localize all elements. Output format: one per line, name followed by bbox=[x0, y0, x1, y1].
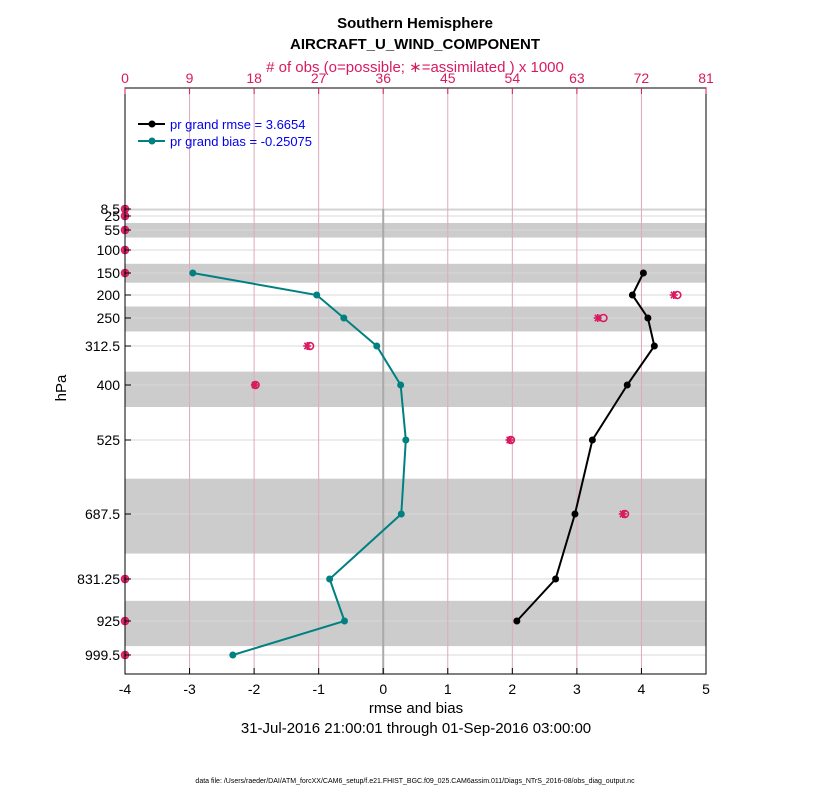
footer-data-file: data file: /Users/raeder/DAI/ATM_forcXX/… bbox=[195, 778, 635, 785]
series-point-bias bbox=[397, 381, 405, 389]
series-point-bias bbox=[402, 436, 410, 444]
series-point-rmse bbox=[644, 314, 652, 322]
chart-title: Southern Hemisphere bbox=[337, 15, 493, 32]
y-tick-label: 25 bbox=[104, 208, 120, 224]
series-point-bias bbox=[313, 291, 321, 299]
y-tick-label: 8.5 bbox=[101, 201, 121, 217]
series-point-rmse bbox=[623, 381, 631, 389]
series-point-rmse bbox=[513, 617, 521, 625]
obs-assimilated-marker bbox=[250, 381, 259, 389]
y-tick-label: 200 bbox=[97, 287, 121, 303]
date-range: 31-Jul-2016 21:00:01 through 01-Sep-2016… bbox=[241, 720, 591, 737]
obs-assimilated-marker bbox=[505, 436, 514, 444]
x-axis-label: rmse and bias bbox=[369, 700, 463, 717]
x-tick-label: 5 bbox=[702, 681, 710, 697]
y-tick-label: 525 bbox=[97, 432, 121, 448]
x-tick-label: 3 bbox=[573, 681, 581, 697]
y-tick-label: 925 bbox=[97, 613, 121, 629]
level-band bbox=[125, 371, 706, 407]
x-tick-label: 4 bbox=[638, 681, 646, 697]
series-point-bias bbox=[340, 617, 348, 625]
top-tick-label: 36 bbox=[375, 70, 391, 86]
y-tick-label: 250 bbox=[97, 310, 121, 326]
top-tick-label: 0 bbox=[121, 70, 129, 86]
series-point-bias bbox=[229, 651, 237, 659]
series-point-bias bbox=[189, 269, 197, 277]
top-tick-label: 27 bbox=[311, 70, 327, 86]
x-tick-label: -3 bbox=[183, 681, 196, 697]
top-tick-label: 63 bbox=[569, 70, 585, 86]
y-tick-label: 687.5 bbox=[85, 506, 120, 522]
series-point-rmse bbox=[639, 269, 647, 277]
plot-frame bbox=[124, 87, 707, 675]
level-bands bbox=[125, 209, 706, 647]
grid-lines bbox=[124, 88, 707, 674]
top-tick-label: 45 bbox=[440, 70, 456, 86]
x-tick-label: 0 bbox=[379, 681, 387, 697]
series-point-bias bbox=[326, 575, 334, 583]
y-tick-label: 400 bbox=[97, 377, 121, 393]
series-point-rmse bbox=[588, 436, 596, 444]
y-tick-label: 150 bbox=[97, 265, 121, 281]
x-tick-label: -4 bbox=[119, 681, 132, 697]
series-line-bias bbox=[192, 272, 407, 656]
series-point-rmse bbox=[571, 510, 579, 518]
series-point-rmse bbox=[552, 575, 560, 583]
level-band bbox=[125, 209, 706, 211]
top-tick-label: 81 bbox=[698, 70, 714, 86]
top-tick-label: 54 bbox=[505, 70, 521, 86]
x-tick-label: -1 bbox=[312, 681, 325, 697]
obs-assimilated-marker bbox=[669, 291, 678, 299]
legend: pr grand rmse = 3.6654 pr grand bias = -… bbox=[138, 117, 312, 149]
legend-bias-label: pr grand bias = -0.25075 bbox=[170, 134, 312, 149]
y-tick-label: 312.5 bbox=[85, 338, 120, 354]
level-band bbox=[125, 306, 706, 332]
y-tick-label: 100 bbox=[97, 242, 121, 258]
legend-rmse-marker bbox=[148, 120, 156, 128]
top-tick-label: 18 bbox=[246, 70, 262, 86]
series-layer bbox=[189, 269, 658, 659]
series-point-bias bbox=[373, 342, 381, 350]
series-point-bias bbox=[340, 314, 348, 322]
level-band bbox=[125, 478, 706, 554]
level-band bbox=[125, 600, 706, 647]
obs-assimilated-marker bbox=[303, 342, 312, 350]
legend-bias-marker bbox=[148, 137, 156, 145]
obs-assimilated-marker bbox=[593, 314, 602, 322]
y-tick-label: 55 bbox=[104, 222, 120, 238]
chart-subtitle: AIRCRAFT_U_WIND_COMPONENT bbox=[290, 36, 540, 53]
obs-assimilated-marker bbox=[618, 510, 627, 518]
top-tick-label: 72 bbox=[634, 70, 650, 86]
series-point-bias bbox=[397, 510, 405, 518]
x-tick-label: 2 bbox=[508, 681, 516, 697]
legend-rmse-label: pr grand rmse = 3.6654 bbox=[170, 117, 306, 132]
axis-ticks: -4 -3 -2 -1 0 1 2 3 4 50 9 18 27 36 45 54 63 72 818.525551… bbox=[77, 70, 714, 697]
series-point-rmse bbox=[628, 291, 636, 299]
x-tick-label: -2 bbox=[248, 681, 261, 697]
x-tick-label: 1 bbox=[444, 681, 452, 697]
y-tick-label: 999.5 bbox=[85, 647, 120, 663]
top-tick-label: 9 bbox=[186, 70, 194, 86]
top-axis-label: # of obs (o=possible; ∗=assimilated ) x … bbox=[266, 59, 564, 76]
y-tick-label: 831.25 bbox=[77, 571, 120, 587]
y-axis-label: hPa bbox=[53, 374, 70, 401]
series-point-rmse bbox=[650, 342, 658, 350]
